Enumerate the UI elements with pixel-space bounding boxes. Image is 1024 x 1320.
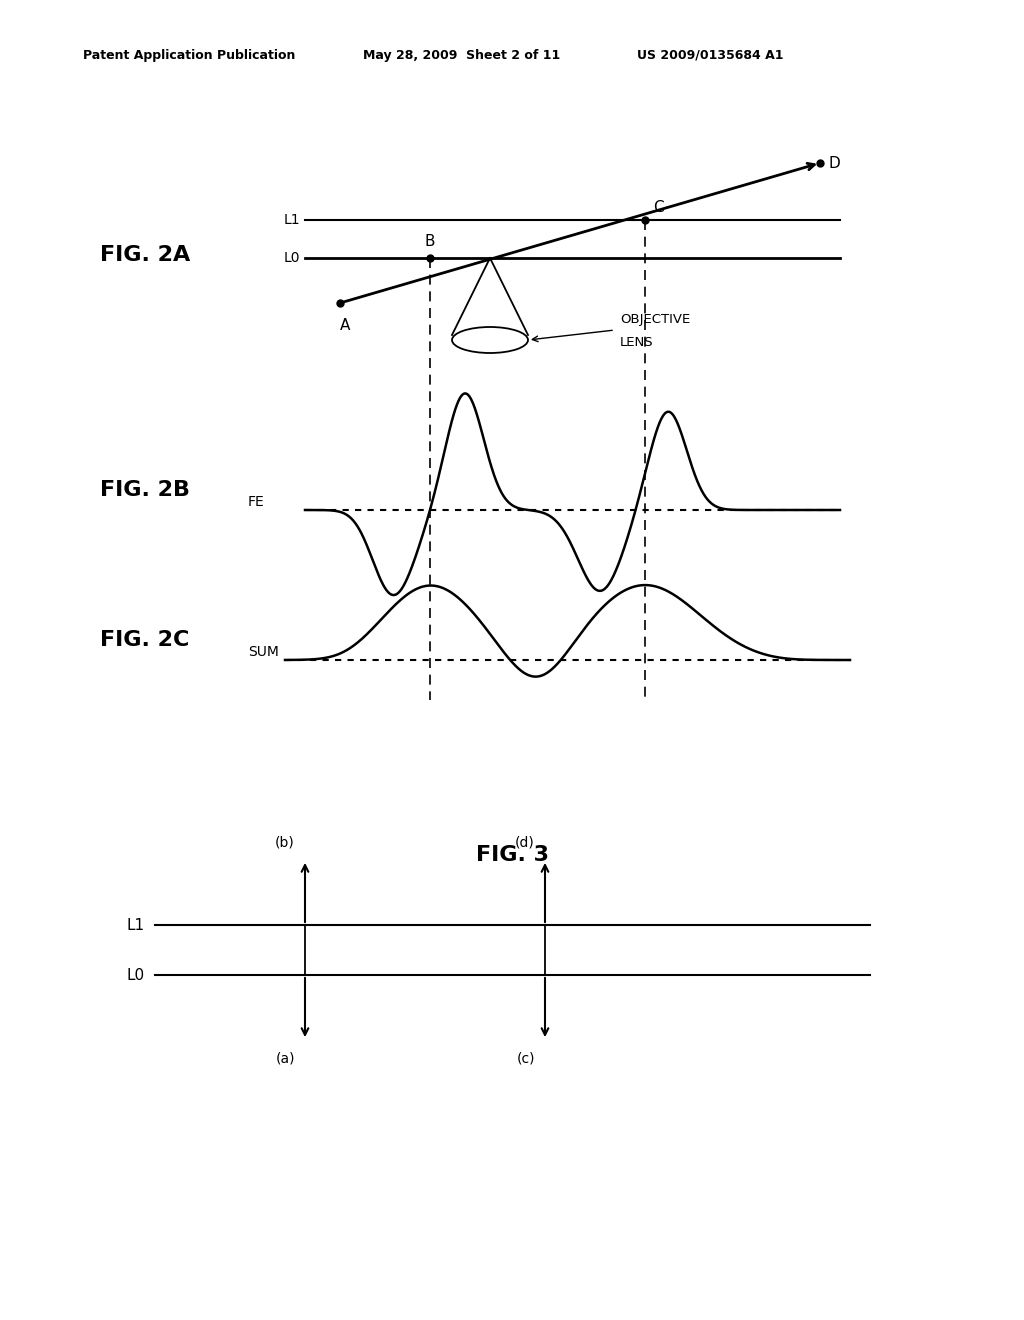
Text: FIG. 2B: FIG. 2B [100,480,190,500]
Text: US 2009/0135684 A1: US 2009/0135684 A1 [637,49,783,62]
Text: FE: FE [248,495,265,510]
Text: FIG. 2C: FIG. 2C [100,630,189,649]
Text: C: C [653,201,664,215]
Text: B: B [425,235,435,249]
Text: A: A [340,318,350,333]
Text: (d): (d) [515,836,535,849]
Text: L0: L0 [127,968,145,982]
Text: L0: L0 [284,251,300,265]
Text: D: D [828,156,840,170]
Text: FIG. 3: FIG. 3 [475,845,549,865]
Text: (c): (c) [516,1051,535,1065]
Text: May 28, 2009  Sheet 2 of 11: May 28, 2009 Sheet 2 of 11 [362,49,560,62]
Text: L1: L1 [284,213,300,227]
Text: (a): (a) [275,1051,295,1065]
Text: OBJECTIVE: OBJECTIVE [620,314,690,326]
Text: Patent Application Publication: Patent Application Publication [83,49,295,62]
Text: LENS: LENS [620,335,653,348]
Text: L1: L1 [127,917,145,932]
Text: (b): (b) [275,836,295,849]
Text: SUM: SUM [248,645,279,659]
Text: FIG. 2A: FIG. 2A [100,246,190,265]
